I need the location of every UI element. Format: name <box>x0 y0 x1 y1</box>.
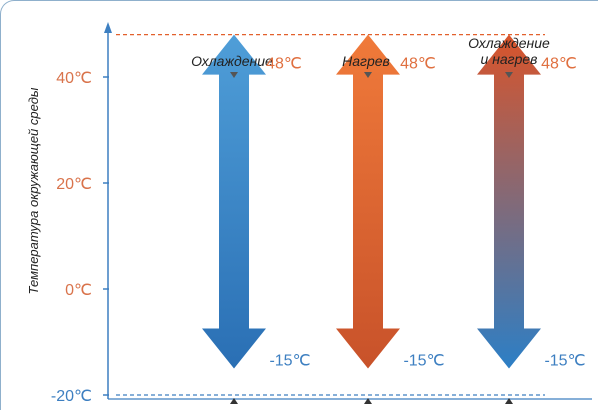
cooling-heating-title: и нагрев <box>481 51 538 67</box>
cooling-min-label: -15℃ <box>269 353 310 370</box>
cooling-heating-baseline-marker-icon <box>505 398 513 404</box>
cooling-heating-max-label: 48℃ <box>541 56 577 73</box>
cooling-max-label: 48℃ <box>266 56 302 73</box>
cooling-heating-min-label: -15℃ <box>544 353 585 370</box>
y-axis-label: Температура окружающей среды <box>26 87 41 294</box>
heating-range-arrow <box>336 34 400 369</box>
heating-pointer-icon <box>364 72 372 78</box>
cooling-heating-pointer-icon <box>505 72 513 78</box>
heating-title: Нагрев <box>342 53 390 69</box>
y-axis-arrowhead <box>104 22 112 33</box>
cooling-range-arrow <box>202 34 266 369</box>
cooling-title: Охлаждение <box>191 53 273 69</box>
y-tick-label: 20℃ <box>56 176 92 193</box>
cooling-baseline-marker-icon <box>230 398 238 404</box>
cooling-heating-range-arrow <box>477 34 541 369</box>
y-tick-label: 0℃ <box>65 282 92 299</box>
heating-baseline-marker-icon <box>364 398 372 404</box>
heating-max-label: 48℃ <box>400 56 436 73</box>
cooling-heating-title: Охлаждение <box>468 35 550 51</box>
cooling-pointer-icon <box>230 72 238 78</box>
heating-min-label: -15℃ <box>403 353 444 370</box>
y-tick-label: 40℃ <box>56 70 92 87</box>
y-tick-label: -20℃ <box>51 388 92 405</box>
